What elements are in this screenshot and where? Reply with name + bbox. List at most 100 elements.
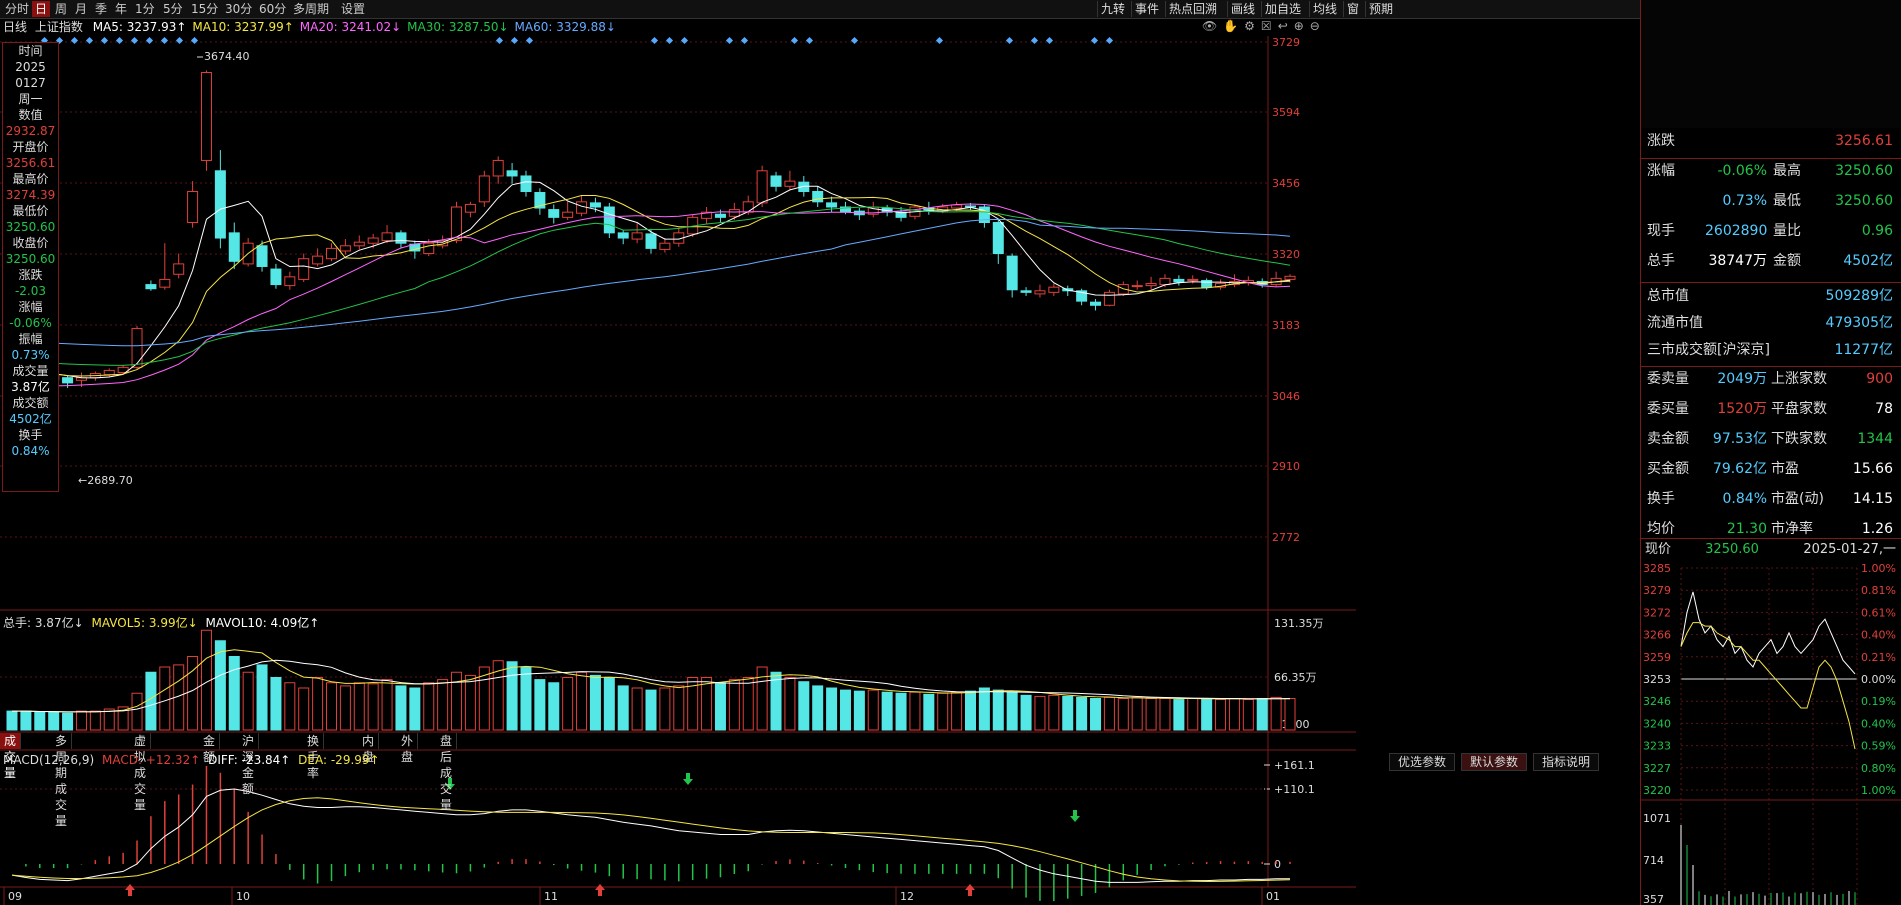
indicator-tab-2[interactable]: 虚拟成交量 bbox=[130, 733, 151, 749]
tool-button-7[interactable]: 预期 bbox=[1365, 1, 1396, 17]
candle-body bbox=[104, 370, 114, 374]
candle-body bbox=[618, 233, 628, 238]
candle-body bbox=[1091, 302, 1101, 305]
macd-param-button-1[interactable]: 默认参数 bbox=[1461, 753, 1527, 771]
rp-label: 上涨家数 bbox=[1771, 368, 1827, 390]
volume-bar bbox=[146, 672, 156, 730]
info-vol-label: 成交量 bbox=[3, 363, 58, 379]
mini-left-label: 3240 bbox=[1643, 717, 1671, 730]
volume-bar bbox=[882, 692, 892, 730]
volume-bar bbox=[535, 680, 545, 730]
volume-bar bbox=[827, 688, 837, 730]
info-vol: 3.87亿 bbox=[3, 379, 58, 395]
candle-body bbox=[424, 243, 434, 253]
volume-bar bbox=[229, 657, 239, 731]
candle-body bbox=[632, 233, 642, 239]
candle-body bbox=[1132, 286, 1142, 287]
rp-label: 均价 bbox=[1647, 521, 1675, 537]
rp-value: 3250.60 bbox=[1835, 160, 1893, 182]
ma-line-10 bbox=[12, 196, 1290, 377]
volume-bar bbox=[1118, 699, 1128, 731]
diamond-marker bbox=[496, 37, 503, 44]
diamond-marker bbox=[851, 37, 858, 44]
rp-zhangdie: 涨跌 3256.61 bbox=[1647, 130, 1897, 152]
mini-price-line bbox=[1681, 592, 1855, 674]
candle-body bbox=[952, 205, 962, 208]
indicator-tab-8[interactable]: 盘后成交量 bbox=[436, 733, 457, 749]
info-amp: 0.73% bbox=[3, 347, 58, 363]
info-close-label: 收盘价 bbox=[3, 235, 58, 251]
candle-body bbox=[479, 176, 489, 202]
macd-dea: DEA: -29.99↑ bbox=[298, 753, 379, 767]
sell-arrow-icon bbox=[683, 773, 693, 785]
candle-body bbox=[271, 269, 281, 285]
rp-label: 下跌家数 bbox=[1771, 428, 1827, 450]
candle-body bbox=[1035, 291, 1045, 294]
rp-value: 2049万 bbox=[1699, 368, 1767, 390]
indicator-tab-0[interactable]: 成交量 bbox=[0, 733, 21, 749]
rp-label: 市净率 bbox=[1771, 518, 1813, 540]
mini-left-label: 3259 bbox=[1643, 651, 1671, 664]
volume-bar bbox=[966, 691, 976, 730]
month-label: 10 bbox=[236, 890, 250, 903]
rp-value: 97.53亿 bbox=[1699, 428, 1767, 450]
diamond-marker bbox=[791, 37, 798, 44]
mini-right-label: 0.61% bbox=[1861, 606, 1896, 619]
rp-label: 最低 bbox=[1773, 190, 1801, 212]
indicator-tab-6[interactable]: 内盘 bbox=[358, 733, 379, 749]
candle-body bbox=[549, 210, 559, 218]
right-panel-top bbox=[1641, 0, 1901, 128]
mini-left-label: 3233 bbox=[1643, 740, 1671, 753]
volume-bar bbox=[1146, 699, 1156, 731]
candle-body bbox=[1285, 276, 1295, 279]
info-amt-label: 成交额 bbox=[3, 395, 58, 411]
rp-label: 委买量 bbox=[1647, 401, 1689, 417]
volume-bar bbox=[438, 680, 448, 730]
diamond-marker bbox=[1106, 37, 1113, 44]
info-turn: 0.84% bbox=[3, 443, 58, 459]
volume-bar bbox=[674, 686, 684, 730]
rp-value: 11277亿 bbox=[1834, 339, 1893, 361]
volume-bar bbox=[7, 711, 17, 730]
volume-bar bbox=[63, 713, 73, 730]
mini-right-label: 0.40% bbox=[1861, 717, 1896, 730]
diamond-marker bbox=[161, 37, 168, 44]
mini-price-label: 现价 bbox=[1645, 542, 1671, 557]
candle-body bbox=[354, 242, 364, 246]
rp-row-2: 现手 2602890 量比 0.96 bbox=[1647, 220, 1897, 242]
diamond-marker bbox=[191, 37, 198, 44]
diamond-marker bbox=[936, 37, 943, 44]
rp-zhangdie-label: 涨跌 bbox=[1647, 133, 1675, 149]
rp-zhangdie-value: 3256.61 bbox=[1835, 130, 1893, 152]
volume-bar bbox=[715, 683, 725, 730]
macd-param-button-2[interactable]: 指标说明 bbox=[1533, 753, 1599, 771]
volume-bar bbox=[1243, 700, 1253, 730]
volume-bar bbox=[354, 683, 364, 730]
candle-body bbox=[160, 279, 170, 287]
indicator-tab-4[interactable]: 沪深金额 bbox=[238, 733, 259, 749]
intraday-mini-chart[interactable]: 3285 1.00% 3279 0.81% 3272 0.61% 3266 0.40% 3259… bbox=[1641, 560, 1901, 905]
macd-param-button-0[interactable]: 优选参数 bbox=[1389, 753, 1455, 771]
buy-arrow-icon bbox=[965, 884, 975, 896]
diamond-marker bbox=[71, 37, 78, 44]
candle-body bbox=[590, 203, 600, 207]
price-axis-label: 3456 bbox=[1272, 177, 1300, 190]
mini-price: 3250.60 bbox=[1705, 542, 1759, 557]
indicator-tab-5[interactable]: 换手率 bbox=[303, 733, 324, 749]
volume-bar bbox=[215, 641, 225, 730]
indicator-tab-3[interactable]: 金额 bbox=[199, 733, 220, 749]
indicator-tab-1[interactable]: 多周期成交量 bbox=[51, 733, 72, 749]
rp-value: 78 bbox=[1875, 398, 1893, 420]
rp-row-1: 0.73% 最低 3250.60 bbox=[1647, 190, 1897, 212]
rp-label: 总市值 bbox=[1647, 288, 1689, 304]
candle-body bbox=[1160, 278, 1170, 284]
candle-body bbox=[757, 171, 767, 203]
indicator-tab-7[interactable]: 外盘 bbox=[397, 733, 418, 749]
macd-axis-label: 0 bbox=[1274, 858, 1281, 871]
volume-bar bbox=[396, 686, 406, 730]
rp-value: 15.66 bbox=[1853, 458, 1893, 480]
kline-chart[interactable]: 3729 3594 3456 3320 3183 3046 2910 2772 3674.40 ←… bbox=[0, 0, 1356, 905]
volume-bar bbox=[771, 672, 781, 730]
mini-vol-label: 1071 bbox=[1643, 812, 1671, 825]
volume-bar bbox=[938, 693, 948, 730]
